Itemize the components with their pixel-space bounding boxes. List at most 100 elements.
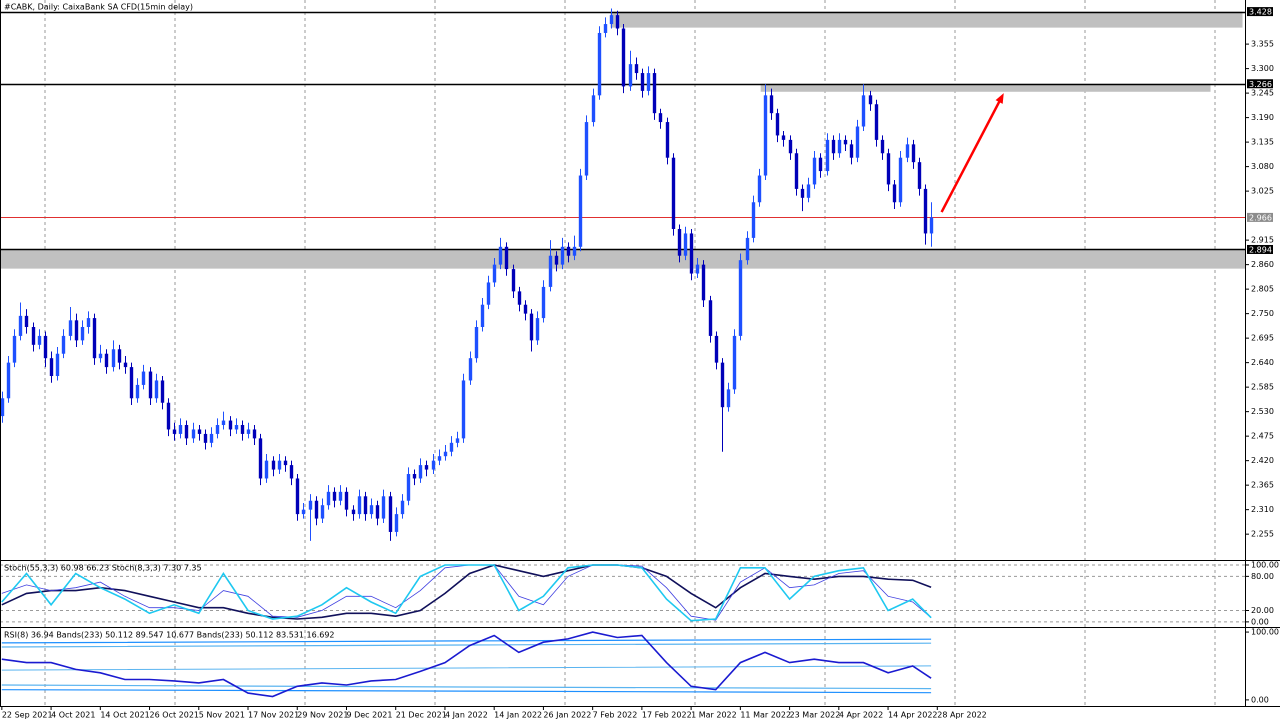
x-tick-label: 14 Oct 2021 [100,711,149,720]
level-box [1247,7,1273,17]
candle-body [6,362,11,399]
candle-body [640,73,645,91]
candle-body [135,384,140,399]
y-tick-label: 3.245 [1251,89,1274,98]
y-tick-label: 2.420 [1251,456,1274,465]
candle-body [178,425,183,434]
candle-body [917,162,922,189]
candle-body [868,95,873,105]
candle-body [775,113,780,136]
y-tick-label: 20.00 [1251,606,1274,615]
candle-body [375,505,380,519]
y-tick-label: 2.255 [1251,530,1274,539]
candle-body [923,188,928,234]
candle-body [541,286,546,319]
candle-body [424,465,429,470]
zone [610,11,1243,28]
candle-body [246,429,251,434]
indicator-line [1,665,932,671]
candle-body [172,429,177,434]
candle-body [80,327,85,341]
candle-body [603,24,608,33]
candle-body [849,144,854,158]
candle-body [517,291,522,305]
candle-body [252,429,257,439]
candle-body [191,429,196,439]
candle-body [757,175,762,203]
candle-body [671,157,676,229]
y-tick-label: 2.640 [1251,358,1274,367]
candle-body [788,139,793,154]
level-box [1247,212,1273,222]
candle-body [800,188,805,198]
candle-body [628,64,633,87]
candle-body [683,233,688,256]
zone [0,249,1245,269]
candle-body [123,362,128,368]
candle-body [812,157,817,185]
candle-body [597,32,602,96]
candle-body [129,367,134,399]
candle-body [31,327,36,345]
candle-body [154,380,159,399]
candle-body [418,465,423,479]
candle-body [658,113,663,123]
candle-body [351,509,356,515]
indicator-line [1,564,932,620]
y-tick-label: 3.355 [1251,40,1274,49]
x-tick-label: 9 Dec 2021 [346,711,392,720]
arrow-head [995,93,1004,104]
level-box [1247,244,1273,254]
candle-body [609,15,614,25]
level-label: 2.894 [1249,245,1272,254]
candle-body [548,255,553,287]
candle-body [615,15,620,29]
candle-body [344,491,349,510]
candle-body [160,380,165,403]
x-tick-label: 14 Apr 2022 [888,711,937,720]
candle-body [781,135,786,140]
candle-body [855,126,860,158]
candle-body [184,425,189,439]
y-tick-label: 3.080 [1251,162,1274,171]
y-tick-label: 3.025 [1251,187,1274,196]
candle-body [511,269,516,292]
candle-body [726,389,731,408]
x-tick-label: 11 Mar 2022 [740,711,791,720]
candle-body [837,139,842,154]
candle-body [92,318,97,359]
plot-area: 3.355 3.300 3.245 3.190 3.135 3.080 3.025 2.915… [0,3,1279,720]
zone [760,83,1211,92]
x-tick-label: 28 Apr 2022 [937,711,986,720]
x-tick-label: 26 Jan 2022 [543,711,591,720]
panel-title: #CABK, Daily: CaixaBank SA CFD(15min del… [4,3,193,12]
candle-body [388,496,393,532]
candle-body [234,425,239,430]
candle-body [37,335,42,345]
candle-body [535,318,540,341]
y-tick-label: 2.475 [1251,432,1274,441]
candle-body [0,398,5,417]
candle-body [474,327,479,359]
candle-body [431,460,436,470]
candle-body [831,139,836,154]
candle-body [43,335,48,359]
candle-body [18,315,23,336]
candle-body [480,304,485,328]
candle-body [111,349,116,368]
candle-body [769,95,774,114]
candle-body [504,246,509,270]
indicator-line [1,638,932,644]
candle-body [794,153,799,189]
x-tick-label: 21 Dec 2021 [396,711,447,720]
candle-body [363,496,368,515]
y-tick-label: 80.00 [1251,572,1274,581]
candle-body [104,353,109,368]
candle-body [738,260,743,336]
candle-body [394,514,399,532]
candle-body [443,451,448,457]
y-tick-label: 3.135 [1251,138,1274,147]
candle-body [732,335,737,390]
y-tick-label: 2.860 [1251,260,1274,269]
